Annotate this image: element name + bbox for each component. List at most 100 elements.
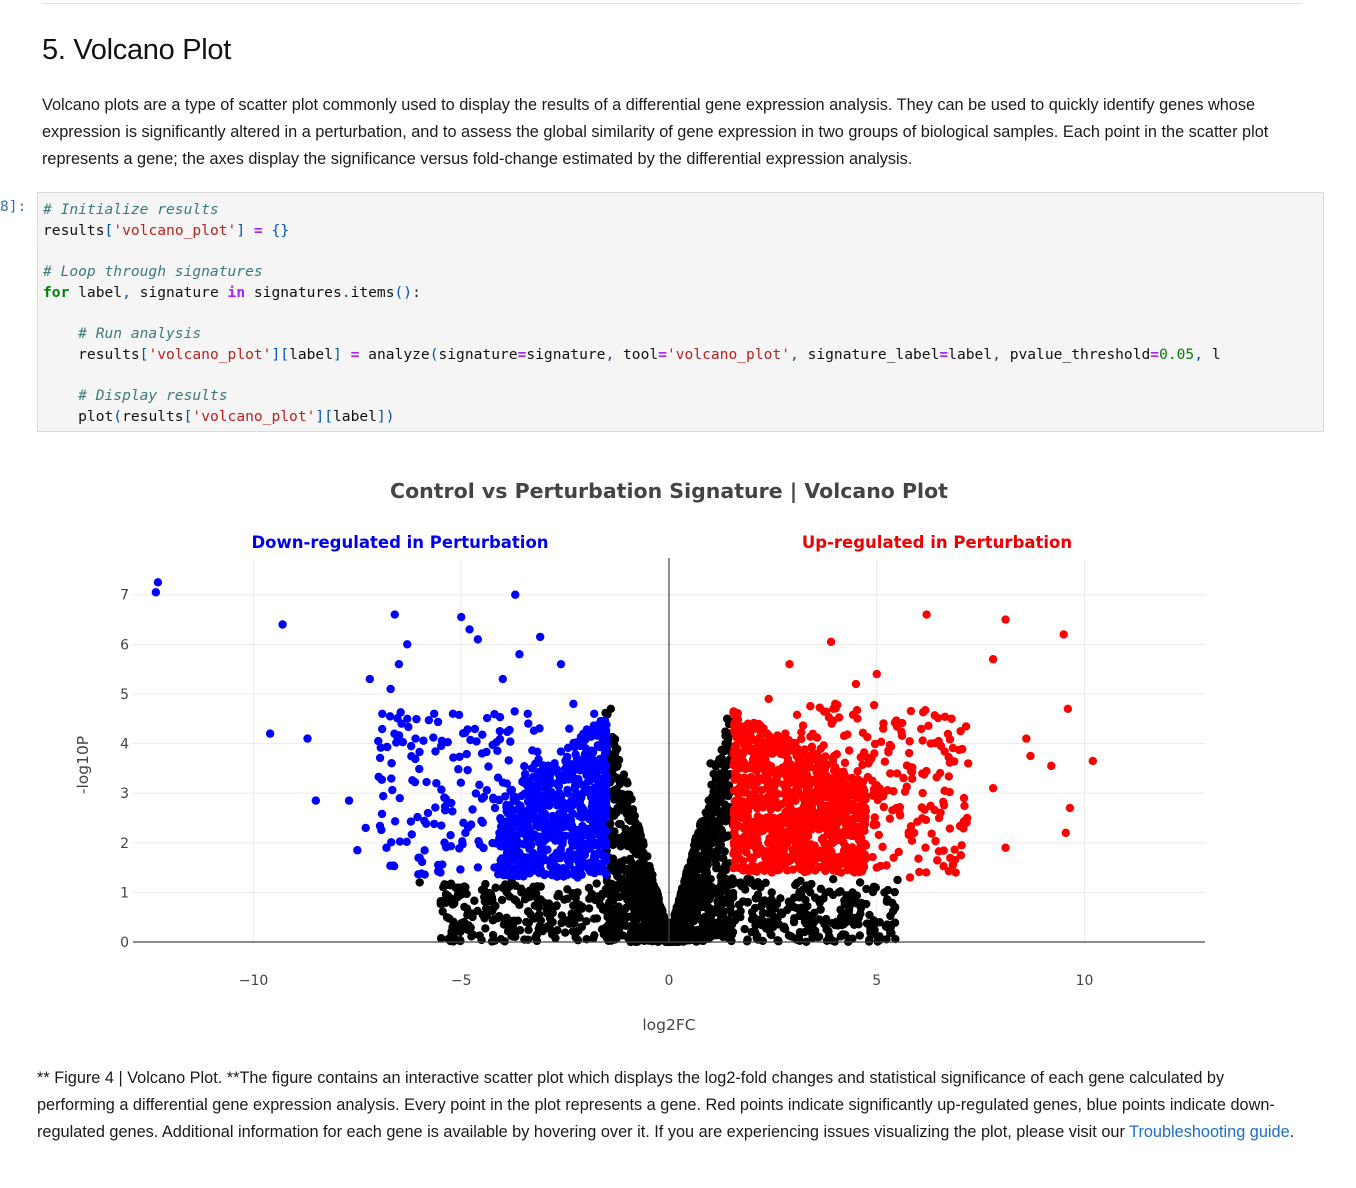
gene-point	[151, 588, 161, 597]
gene-point	[503, 846, 513, 856]
gene-point	[939, 800, 949, 810]
gene-point	[590, 931, 599, 940]
gene-point	[746, 825, 756, 835]
gene-point	[800, 745, 810, 754]
gene-point	[617, 858, 626, 868]
gene-point	[771, 766, 781, 776]
gene-point	[574, 854, 583, 863]
gene-point	[825, 826, 834, 836]
gene-point	[628, 808, 637, 818]
gene-point	[548, 908, 557, 918]
gene-point	[502, 803, 512, 813]
gene-point	[848, 934, 857, 943]
gene-point	[482, 786, 492, 795]
gene-point	[523, 935, 533, 944]
gene-point	[537, 782, 546, 792]
gene-point	[797, 791, 807, 800]
gene-point	[857, 840, 867, 849]
gene-point	[551, 933, 560, 943]
plot-axes: 0 1 2 3 4 5 6 7 −10 −5 0 5 10	[120, 558, 1205, 989]
gene-point	[456, 919, 466, 928]
gene-point	[600, 733, 610, 742]
gene-point	[909, 828, 919, 838]
gene-point	[589, 804, 598, 814]
gene-point	[601, 809, 611, 818]
gene-point	[770, 899, 779, 908]
gene-point	[448, 807, 457, 816]
gene-point	[610, 752, 619, 761]
gene-point	[891, 934, 900, 944]
gene-point	[950, 845, 959, 854]
gene-point	[703, 880, 713, 889]
gene-point	[602, 932, 611, 942]
gene-point	[481, 904, 491, 913]
gene-point	[874, 830, 883, 840]
gene-point	[810, 893, 820, 902]
gene-point	[879, 790, 888, 800]
gene-point	[552, 849, 562, 858]
gene-point	[890, 887, 899, 897]
nonsignificant-points	[415, 704, 902, 947]
gene-point	[746, 875, 755, 884]
gene-point	[377, 809, 387, 819]
gene-point	[406, 741, 416, 751]
gene-point	[524, 719, 533, 728]
gene-point	[689, 889, 698, 898]
gene-point	[642, 913, 651, 923]
gene-point	[376, 743, 385, 752]
gene-point	[430, 819, 439, 829]
gene-point	[504, 756, 513, 765]
code-editor[interactable]: # Initialize results results['volcano_pl…	[43, 201, 1221, 426]
gene-point	[593, 767, 602, 776]
gene-point	[760, 757, 770, 767]
gene-point	[382, 742, 392, 752]
gene-point	[509, 793, 518, 803]
gene-point	[713, 788, 723, 797]
gene-point	[431, 803, 440, 812]
gene-point	[918, 736, 927, 745]
gene-point	[834, 795, 844, 804]
gene-point	[703, 903, 713, 913]
gene-point	[801, 830, 810, 840]
gene-point	[828, 890, 838, 900]
gene-point	[641, 852, 650, 861]
gene-point	[387, 759, 396, 768]
gene-point	[475, 780, 484, 790]
upregulated-points	[729, 610, 1098, 882]
gene-point	[752, 766, 761, 776]
gene-point	[711, 828, 721, 838]
gene-point	[303, 734, 312, 743]
gene-point	[807, 742, 817, 751]
gene-point	[899, 773, 908, 783]
gene-point	[756, 793, 765, 803]
gene-point	[680, 877, 689, 886]
gene-point	[960, 801, 969, 811]
volcano-plot[interactable]: 0 1 2 3 4 5 6 7 −10 −5 0 5 10 Control vs Perturbatio…	[0, 455, 1356, 1055]
gene-point	[593, 850, 602, 859]
gene-point	[823, 810, 832, 820]
gene-point	[387, 774, 396, 783]
gene-point	[786, 796, 795, 805]
gene-point	[772, 863, 782, 872]
x-tick-label: −5	[451, 973, 472, 989]
gene-point	[706, 759, 715, 768]
code-cell[interactable]: # Initialize results results['volcano_pl…	[37, 192, 1324, 432]
gene-point	[477, 816, 486, 826]
gene-point	[514, 838, 524, 848]
gene-point	[539, 801, 549, 811]
gene-point	[790, 914, 799, 923]
gene-point	[752, 931, 762, 940]
gene-point	[478, 730, 487, 739]
gene-point	[499, 920, 509, 929]
gene-point	[448, 709, 458, 718]
gene-point	[735, 764, 744, 773]
gene-point	[855, 931, 865, 940]
gene-point	[869, 821, 879, 830]
gene-point	[548, 833, 557, 843]
gene-point	[572, 738, 582, 747]
gene-point	[816, 754, 826, 763]
gene-point	[594, 824, 603, 834]
gene-point	[531, 858, 540, 868]
troubleshooting-link[interactable]: Troubleshooting guide	[1129, 1123, 1290, 1141]
gene-point	[814, 779, 823, 788]
